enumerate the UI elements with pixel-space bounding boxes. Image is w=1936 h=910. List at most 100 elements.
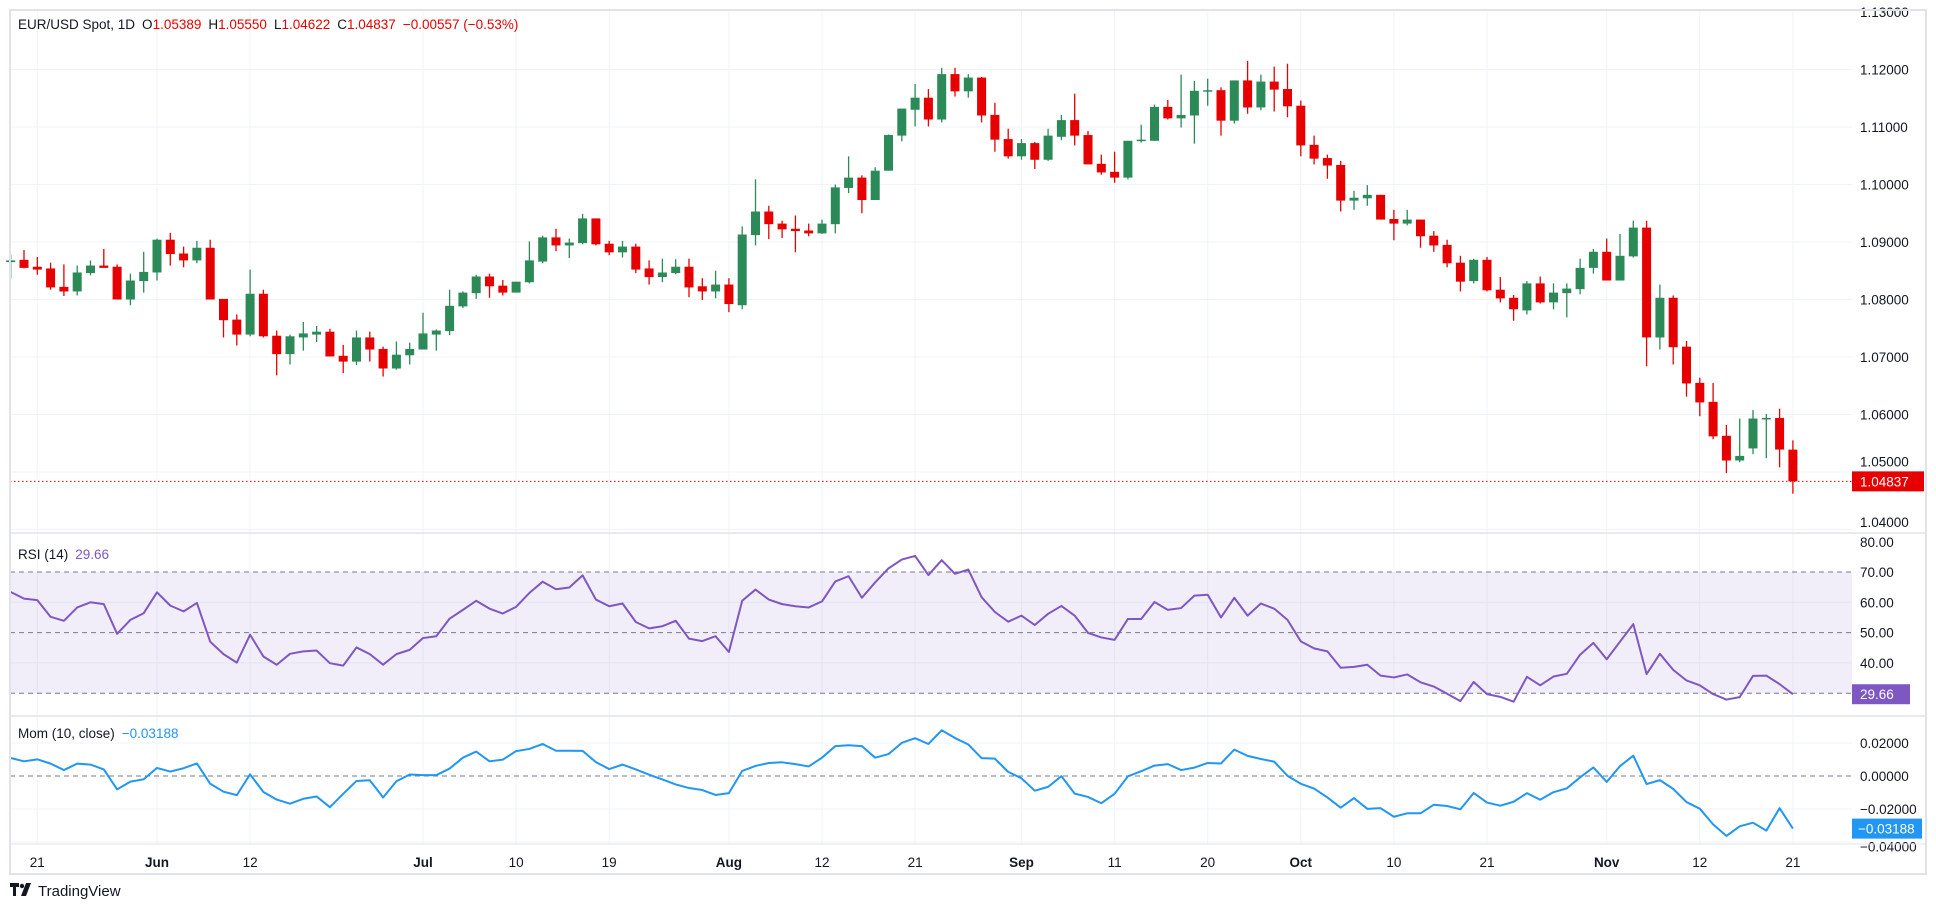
candle [1269,66,1279,112]
candle [711,270,721,299]
candle-body [458,292,468,307]
candle-body [139,271,149,282]
candle [152,238,162,281]
candle-body [86,265,95,274]
candle-body [1003,139,1013,157]
candle [1655,284,1665,350]
candle [498,279,508,296]
price-axis-label: 1.07000 [1860,350,1909,365]
candle-body [165,239,175,255]
candle [1469,258,1479,284]
momentum-line [10,729,1794,837]
candle-body [1575,267,1585,290]
mom-axis-label: −0.02000 [1860,802,1917,817]
candle-body [1708,401,1718,437]
time-axis-label: 10 [509,855,524,870]
rsi-axis-label: 50.00 [1860,626,1894,641]
mom-value: −0.03188 [121,726,179,741]
candle-body [1243,80,1253,108]
candle [352,330,361,366]
candle-body [1761,417,1771,420]
candle-body [1163,106,1173,119]
candle [205,239,215,300]
candle [1256,74,1266,111]
candle-body [657,272,667,278]
time-axis-label: 12 [1692,855,1707,870]
price-axis-label: 1.04000 [1860,515,1909,530]
tradingview-logo[interactable]: TradingView [10,883,121,900]
candle [564,238,574,259]
candle-body [870,170,880,201]
candle [1336,160,1346,212]
candle [219,298,228,338]
candle-body [684,266,694,288]
symbol-title[interactable]: EUR/USD Spot, 1D [18,17,136,32]
candle [910,83,920,127]
candle [1322,154,1332,179]
rsi-axis-label: 80.00 [1860,535,1894,550]
candle [1775,408,1785,468]
candle [405,342,415,365]
candle-body [764,211,774,225]
candle-body [1522,283,1532,311]
candle [46,262,56,290]
candle-body [1083,135,1093,165]
low-label: L [273,17,282,32]
tradingview-logo-text: TradingView [38,883,121,900]
candle-body [1256,81,1266,108]
candle [1283,63,1292,118]
close-value: 1.04837 [347,17,396,32]
candle-body [125,280,135,300]
axes: 21 Jun 12 Jul 10 19 Aug 12 21 Sep 11 20 Oct 10 21 Nov 12… [30,5,1924,870]
candle [471,274,481,299]
change-value: −0.00557 (−0.53%) [402,17,519,32]
candle-body [205,247,215,300]
time-axis-label: 21 [1479,855,1494,870]
time-axis-label: 21 [30,855,45,870]
candles [6,60,1798,494]
candle [179,246,189,268]
candle [777,220,787,238]
candle [232,314,242,346]
candle [604,240,614,256]
candle [1735,418,1745,463]
candle-body [272,335,282,355]
price-axis-label: 1.08000 [1860,293,1909,308]
open-label: O [142,17,153,32]
rsi-name[interactable]: RSI (14) [18,547,69,562]
candle-body [99,265,109,268]
candle [1309,135,1319,165]
time-axis-label: Nov [1594,855,1620,870]
candle [1136,124,1146,143]
candle [1682,340,1691,397]
candle-body [751,211,760,236]
candle-body [1030,143,1040,160]
candle-body [445,305,455,332]
candle-body [963,77,973,92]
candle-body [937,74,947,120]
candle-body [1615,255,1625,281]
mom-name[interactable]: Mom (10, close) [18,726,115,741]
candle-body [471,276,481,294]
candle-body [1748,418,1758,449]
candle [631,243,641,274]
candle-body [1416,219,1425,237]
candle [458,291,468,309]
candle [1761,413,1771,459]
mom-axis-label: 0.00000 [1860,769,1909,784]
candle [790,215,800,253]
candle [1416,219,1425,248]
candle-body [1668,297,1678,348]
candle [1402,209,1412,226]
candle-body [1389,219,1399,224]
candle-body [1509,297,1519,310]
candle-body [1588,251,1598,268]
candle-body [1189,90,1199,116]
candle [72,265,82,296]
candle-body [990,114,1000,140]
high-label: H [208,17,219,32]
candle-body [644,268,654,278]
time-axis-label: 19 [602,855,617,870]
candle [1522,281,1532,315]
